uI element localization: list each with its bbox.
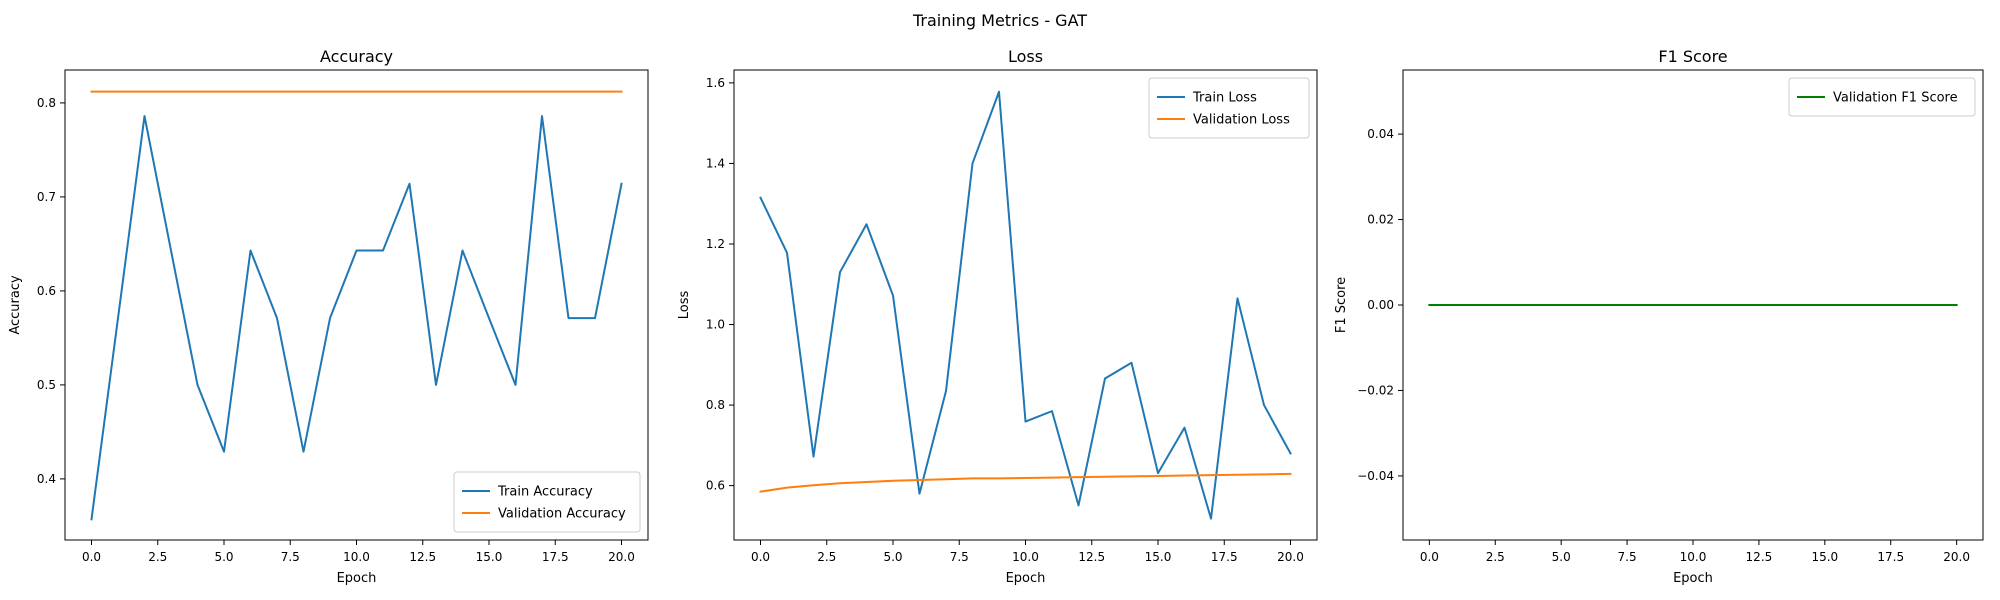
x-tick-label: 2.5 — [1486, 550, 1505, 564]
x-tick-label: 15.0 — [476, 550, 503, 564]
x-tick-label: 17.5 — [542, 550, 569, 564]
y-tick-label: 0.7 — [37, 190, 56, 204]
y-tick-label: 1.2 — [706, 237, 725, 251]
chart-loss: Loss 0.0 2.5 5.0 7.5 10.0 12.5 15.0 17.5 20.0 0.6 0… — [677, 47, 1318, 586]
y-tick-label: 1.0 — [706, 318, 725, 332]
x-tick-label: 12.5 — [1746, 550, 1773, 564]
x-tick-label: 20.0 — [1943, 550, 1970, 564]
chart-title: F1 Score — [1658, 47, 1727, 66]
x-tick-label: 7.5 — [1618, 550, 1637, 564]
x-tick-label: 15.0 — [1811, 550, 1838, 564]
y-axis-label: F1 Score — [1334, 277, 1349, 333]
x-tick-label: 5.0 — [1552, 550, 1571, 564]
legend: Validation F1 Score — [1788, 77, 1976, 117]
y-tick-label: −0.04 — [1357, 469, 1394, 483]
legend-entry: Train Loss — [1192, 91, 1257, 106]
legend: Train Accuracy Validation Accuracy — [453, 471, 641, 533]
figure-suptitle: Training Metrics - GAT — [912, 11, 1087, 30]
x-tick-label: 5.0 — [883, 550, 902, 564]
x-tick-label: 10.0 — [343, 550, 370, 564]
x-tick-label: 10.0 — [1012, 550, 1039, 564]
y-tick-label: −0.02 — [1357, 383, 1394, 397]
x-tick-label: 2.5 — [817, 550, 836, 564]
x-tick-label: 0.0 — [1420, 550, 1439, 564]
x-tick-label: 17.5 — [1877, 550, 1904, 564]
x-tick-label: 7.5 — [281, 550, 300, 564]
x-tick-label: 20.0 — [608, 550, 635, 564]
chart-title: Accuracy — [320, 47, 393, 66]
x-tick-label: 15.0 — [1145, 550, 1172, 564]
y-tick-label: 0.8 — [37, 96, 56, 110]
x-tick-label: 0.0 — [751, 550, 770, 564]
legend-entry: Validation Accuracy — [498, 507, 626, 522]
y-tick-label: 0.8 — [706, 398, 725, 412]
axes-frame — [1402, 69, 1984, 541]
chart-f1-score: F1 Score 0.0 2.5 5.0 7.5 10.0 12.5 15.0 17.5 20.0… — [1334, 47, 1984, 586]
chart-title: Loss — [1008, 47, 1043, 66]
legend-box — [1148, 77, 1310, 139]
x-tick-label: 5.0 — [214, 550, 233, 564]
x-tick-label: 17.5 — [1211, 550, 1238, 564]
y-axis-label: Accuracy — [8, 275, 23, 335]
x-axis-label: Epoch — [1673, 571, 1713, 586]
y-tick-label: 0.6 — [37, 284, 56, 298]
axes-frame — [733, 69, 1318, 541]
x-tick-label: 0.0 — [82, 550, 101, 564]
plot-area — [65, 70, 648, 540]
x-axis-label: Epoch — [337, 571, 377, 586]
y-tick-label: 0.00 — [1367, 298, 1394, 312]
x-tick-label: 12.5 — [409, 550, 436, 564]
x-tick-label: 7.5 — [950, 550, 969, 564]
y-tick-label: 0.4 — [37, 472, 56, 486]
legend-entry: Validation Loss — [1193, 113, 1290, 128]
y-tick-label: 0.04 — [1367, 127, 1394, 141]
legend-box — [453, 471, 641, 533]
y-tick-label: 0.5 — [37, 378, 56, 392]
series-line-train-loss — [759, 90, 1292, 520]
x-tick-label: 10.0 — [1680, 550, 1707, 564]
legend: Train Loss Validation Loss — [1148, 77, 1310, 139]
legend-box — [1788, 77, 1976, 117]
y-tick-label: 0.02 — [1367, 213, 1394, 227]
legend-entry: Validation F1 Score — [1833, 91, 1958, 106]
plot-area — [734, 70, 1317, 540]
y-axis-label: Loss — [677, 291, 692, 320]
x-tick-label: 2.5 — [148, 550, 167, 564]
y-tick-label: 1.6 — [706, 76, 725, 90]
chart-accuracy: Accuracy 0.0 2.5 5.0 7.5 10.0 12.5 15.0 17.5 20.0… — [8, 47, 649, 586]
y-tick-label: 0.6 — [706, 479, 725, 493]
series-line-train-accuracy — [90, 115, 623, 521]
legend-entry: Train Accuracy — [497, 485, 593, 500]
y-tick-label: 1.4 — [706, 156, 725, 170]
x-tick-label: 20.0 — [1277, 550, 1304, 564]
x-axis-label: Epoch — [1006, 571, 1046, 586]
x-tick-label: 12.5 — [1078, 550, 1105, 564]
axes-frame — [64, 69, 649, 541]
series-line-validation-loss — [759, 472, 1292, 493]
